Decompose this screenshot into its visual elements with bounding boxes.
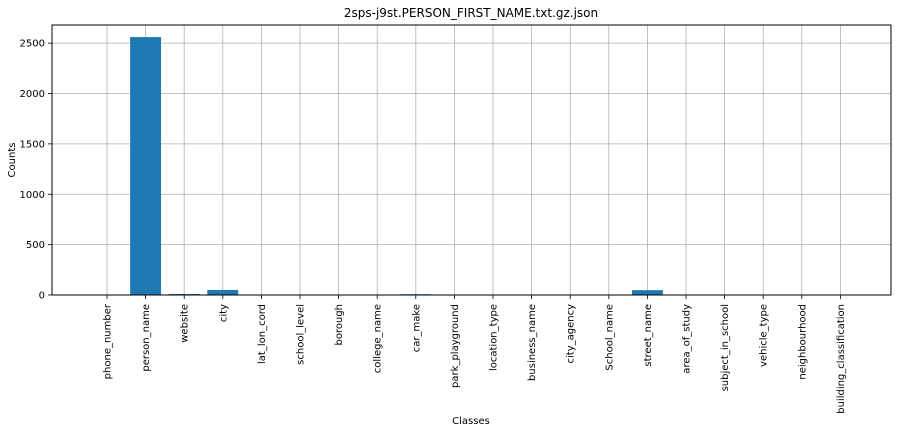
x-tick-label: college_name: [373, 304, 384, 373]
x-tick-label: person_name: [141, 304, 152, 372]
y-tick-label: 2000: [20, 89, 45, 100]
bar-person-name: [130, 37, 162, 296]
y-axis-label: Counts: [7, 143, 18, 178]
bars: [130, 37, 663, 296]
x-tick-label: borough: [334, 304, 345, 346]
x-tick-label: location_type: [489, 304, 500, 371]
x-tick-label: city: [218, 304, 229, 322]
y-axis: 0 500 1000 1500 2000 2500: [20, 39, 52, 302]
x-tick-label: car_make: [411, 304, 422, 352]
bar-city: [207, 289, 239, 295]
x-tick-label: street_name: [643, 304, 654, 367]
plot-frame: [51, 24, 892, 296]
x-axis-label: Classes: [452, 416, 490, 427]
x-tick-label: subject_in_school: [720, 304, 731, 391]
x-tick-label: area_of_study: [682, 304, 693, 374]
x-tick-label: lat_lon_cord: [257, 304, 268, 364]
y-tick-label: 1500: [20, 139, 45, 150]
x-tick-label: business_name: [527, 304, 538, 381]
y-tick-label: 0: [39, 291, 45, 302]
x-tick-label: vehicle_type: [759, 304, 770, 367]
y-tick-label: 1000: [20, 190, 45, 201]
x-axis: phone_number person_name website city lat_lo…: [103, 295, 847, 414]
x-tick-label: neighbourhood: [797, 304, 808, 380]
x-tick-label: School_name: [604, 304, 615, 371]
chart-title: 2sps-j9st.PERSON_FIRST_NAME.txt.gz.json: [344, 6, 598, 20]
bar-website: [168, 293, 200, 295]
x-tick-label: building_classification: [836, 304, 847, 414]
x-tick-label: website: [180, 304, 191, 343]
y-tick-label: 500: [26, 240, 45, 251]
grid-lines: [52, 25, 891, 296]
y-tick-label: 2500: [20, 39, 45, 50]
x-tick-label: phone_number: [103, 303, 114, 379]
bar-street-name: [631, 290, 663, 295]
x-tick-label: park_playground: [450, 304, 461, 388]
x-tick-label: school_level: [296, 304, 307, 365]
x-tick-label: city_agency: [566, 304, 577, 364]
